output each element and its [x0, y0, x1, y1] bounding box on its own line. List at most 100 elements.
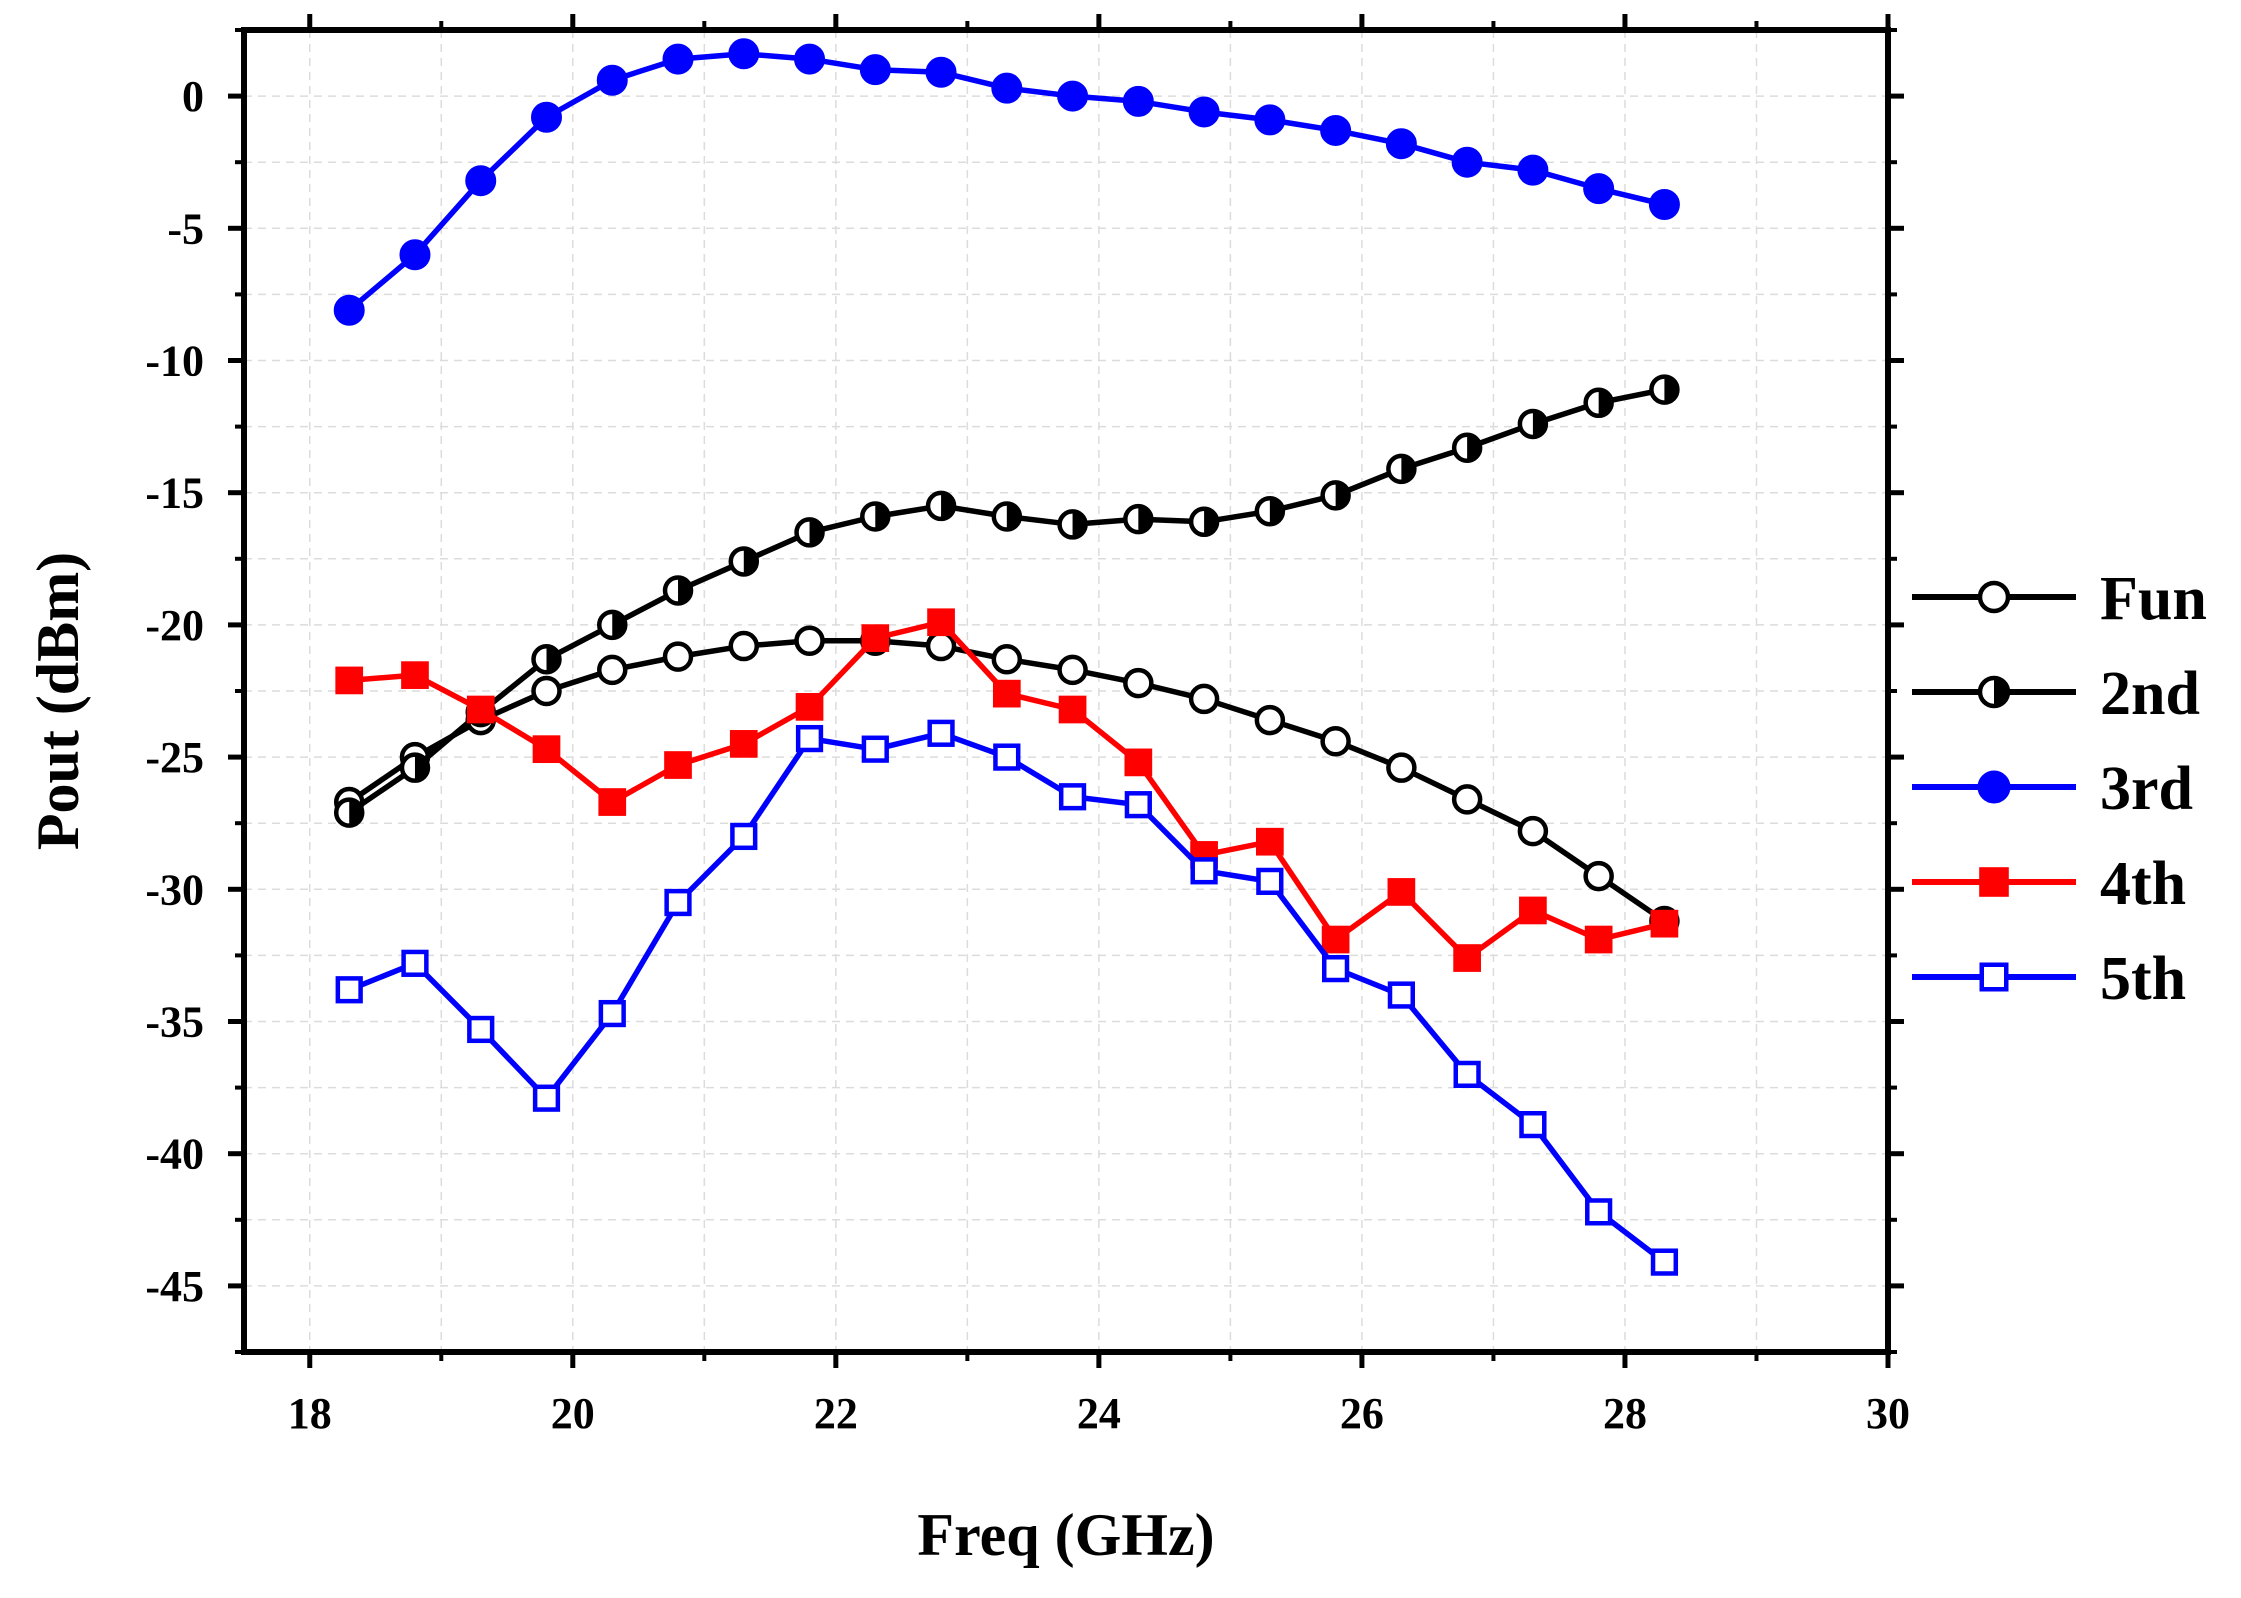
y-tick-label: -40 [145, 1130, 204, 1179]
data-point [401, 661, 429, 689]
data-point [992, 679, 1021, 708]
data-point [1058, 695, 1087, 724]
data-point-outline [925, 490, 957, 522]
data-point [1124, 791, 1152, 819]
data-point [1649, 374, 1680, 405]
data-point [1977, 580, 2011, 614]
y-tick-label: -45 [145, 1262, 204, 1311]
data-point [728, 630, 760, 662]
data-point [598, 999, 626, 1028]
y-axis-title: Pout (dBm) [25, 552, 91, 850]
data-point [859, 54, 891, 86]
data-point-outline [1057, 509, 1088, 540]
data-point-outline [1517, 408, 1549, 440]
data-point-outline [1123, 503, 1154, 535]
data-point [1320, 480, 1351, 511]
data-point [662, 43, 694, 75]
x-tick-label: 28 [1603, 1389, 1647, 1438]
legend-item: 5th [1912, 945, 2186, 1013]
data-point [466, 695, 495, 724]
data-point-outline [333, 797, 365, 828]
data-point [662, 641, 694, 672]
legend-label: 4th [2100, 850, 2186, 918]
data-point [1977, 770, 2011, 804]
data-point [399, 752, 431, 783]
data-point [1123, 503, 1154, 535]
data-point [465, 165, 497, 197]
data-point-outline [1254, 495, 1286, 527]
data-point [991, 72, 1023, 104]
plot-series [333, 38, 1680, 1276]
data-point [1583, 387, 1614, 419]
legend-label: 2nd [2100, 660, 2200, 728]
data-point [1451, 784, 1483, 815]
data-point [664, 751, 692, 779]
data-point [1979, 962, 2009, 992]
data-point [1254, 704, 1286, 736]
data-point-outline [1386, 453, 1417, 485]
x-tick-label: 20 [551, 1389, 595, 1438]
data-point [925, 56, 957, 88]
y-tick-label: -35 [145, 998, 204, 1047]
data-point [333, 797, 365, 828]
data-point [794, 625, 825, 657]
data-point [1254, 104, 1286, 136]
data-point-outline [1649, 374, 1680, 405]
legend: Fun 2nd 3rd 4th 5th [1912, 565, 2207, 1013]
data-point [728, 546, 760, 577]
data-point [795, 693, 824, 721]
data-point [1122, 85, 1154, 117]
data-point-outline [1583, 387, 1614, 419]
data-point [530, 101, 562, 133]
data-point [927, 608, 955, 637]
data-point [1256, 867, 1284, 895]
data-point [1585, 1198, 1613, 1226]
data-point [1583, 173, 1615, 205]
data-point [1519, 896, 1547, 925]
data-point [1387, 878, 1416, 906]
data-point [597, 609, 628, 641]
data-point [531, 644, 562, 675]
data-point [730, 822, 758, 851]
data-point-outline [399, 752, 431, 783]
data-point [1321, 925, 1350, 954]
data-point [861, 624, 890, 652]
x-tick-label: 18 [288, 1389, 332, 1438]
data-point [993, 743, 1021, 771]
y-tick-label: 0 [182, 72, 204, 121]
data-point [1517, 154, 1549, 186]
data-point [1519, 1110, 1547, 1139]
data-point [531, 675, 562, 707]
data-point [1057, 654, 1088, 686]
data-point-outline [1320, 480, 1351, 511]
data-point [925, 630, 957, 662]
y-tick-label: -10 [145, 337, 204, 386]
data-point [1058, 783, 1087, 811]
x-tick-label: 30 [1866, 1389, 1910, 1438]
y-tick-label: -5 [167, 204, 204, 253]
legend-label: 5th [2100, 945, 2186, 1013]
data-point [664, 888, 692, 917]
data-point [399, 239, 431, 271]
data-point [1320, 725, 1351, 757]
x-tick-label: 24 [1077, 1389, 1121, 1438]
grid [244, 29, 1888, 1352]
plot-frame [241, 27, 1891, 1355]
data-point-outline [531, 644, 562, 675]
data-point [532, 735, 561, 764]
data-point-outline [728, 546, 760, 577]
data-point [1977, 675, 2011, 709]
data-point [925, 490, 957, 522]
legend-item: 3rd [1912, 755, 2193, 823]
y-tick-label: -30 [145, 865, 204, 914]
data-point [927, 719, 955, 747]
data-point [335, 976, 363, 1004]
data-point [1188, 506, 1220, 538]
data-point-outline [1188, 506, 1220, 538]
data-point [1650, 909, 1679, 938]
data-point [728, 38, 760, 70]
legend-item: 2nd [1912, 660, 2200, 728]
y-tick-label: -25 [145, 733, 204, 782]
data-point [1188, 683, 1220, 715]
